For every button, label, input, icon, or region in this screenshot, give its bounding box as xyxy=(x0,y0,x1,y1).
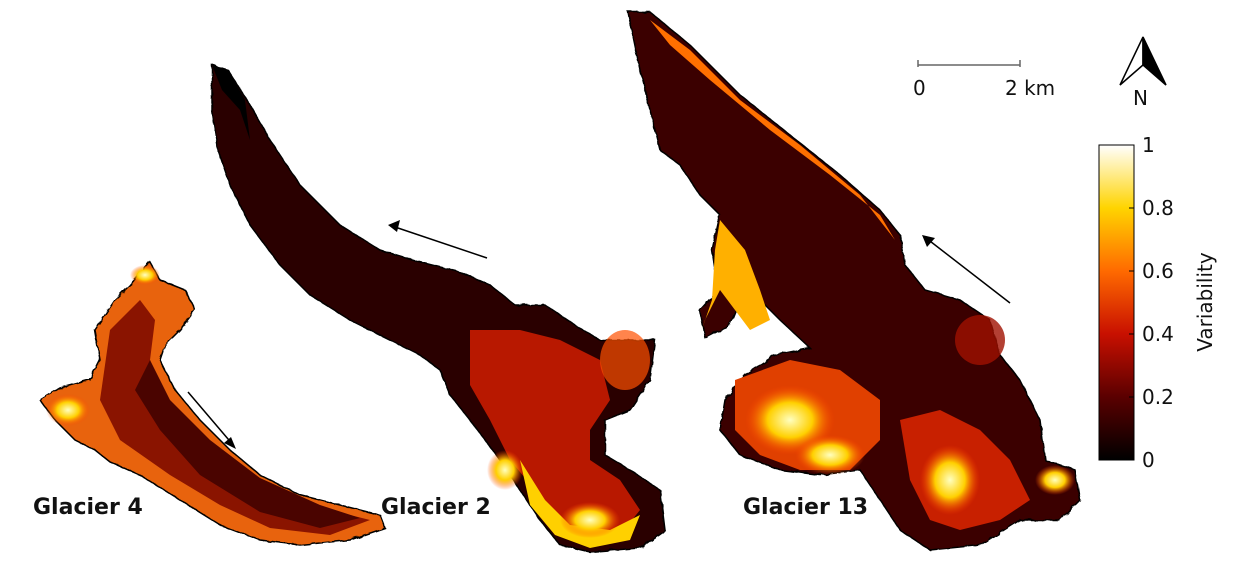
glacier-4-label: Glacier 4 xyxy=(33,495,143,520)
colorbar: 0 0.2 0.4 0.6 0.8 1 Variability xyxy=(1098,133,1217,472)
scale-bar: 0 2 km xyxy=(913,60,1055,100)
scale-bar-end-label: 2 km xyxy=(1005,76,1055,100)
north-arrow-icon: N xyxy=(1119,36,1167,110)
colorbar-tick-label: 0.2 xyxy=(1142,385,1174,409)
north-arrow-label: N xyxy=(1133,86,1148,110)
colorbar-tick-label: 0.4 xyxy=(1142,322,1174,346)
flow-arrow-glacier-2 xyxy=(388,220,488,259)
colorbar-tick-label: 1 xyxy=(1142,133,1155,157)
glacier-2-label: Glacier 2 xyxy=(381,495,491,520)
scale-bar-start-label: 0 xyxy=(913,76,926,100)
flow-arrow-glacier-13 xyxy=(922,235,1011,304)
glacier-2-shape xyxy=(211,63,666,553)
glacier-4-shape xyxy=(38,260,386,546)
colorbar-title: Variability xyxy=(1193,252,1217,352)
colorbar-tick-label: 0.8 xyxy=(1142,196,1174,220)
colorbar-tick-label: 0.6 xyxy=(1142,259,1174,283)
flow-arrow-glacier-4 xyxy=(187,391,236,449)
glacier-13-label: Glacier 13 xyxy=(743,495,869,520)
glacier-13-shape xyxy=(627,11,1081,551)
colorbar-tick-label: 0 xyxy=(1142,448,1155,472)
colorbar-gradient xyxy=(1098,144,1135,461)
